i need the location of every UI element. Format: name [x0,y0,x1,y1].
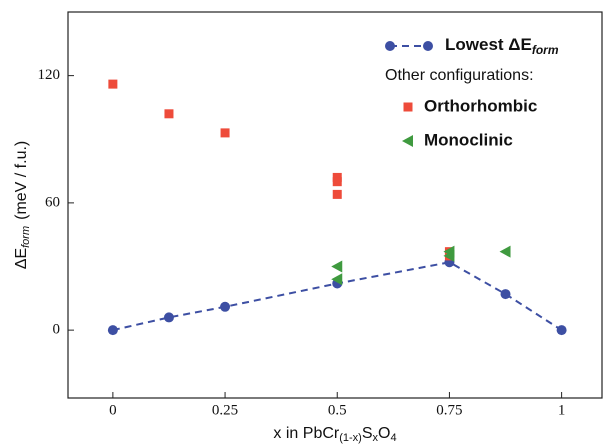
x-tick-label: 0.5 [328,402,347,418]
point [220,128,230,138]
x-tick-label: 0.25 [212,402,238,418]
x-label-part: (1-x) [339,432,362,444]
x-label-part: O [378,425,390,442]
point [331,260,343,273]
x-label-part: 4 [390,432,396,444]
legend-marker [402,135,413,147]
legend-text: Monoclinic [424,130,513,149]
x-label-part: x in PbCr [273,425,339,442]
legend-marker [423,41,433,51]
y-tick-label: 120 [38,67,61,83]
legend-marker [403,102,413,112]
plot-frame [67,11,603,399]
point [164,109,174,119]
legend-entry: Lowest ΔEform [445,35,559,57]
point [332,189,342,199]
legend-marker [385,41,395,51]
y-axis-label: ΔEform (meV / f.u.) [13,141,32,269]
point [332,177,342,187]
point [108,79,118,89]
point [556,325,567,336]
point [500,289,511,300]
point [499,245,511,258]
x-label-part: x [373,432,379,444]
x-tick-label: 0.75 [436,402,462,418]
y-label-part: (meV / f.u.) [13,141,30,220]
legend-text: Lowest ΔE [445,35,532,54]
series-line [112,261,563,332]
x-axis-label: x in PbCr(1-x)SxO4 [273,425,396,444]
y-label-part: ΔE [13,248,30,269]
point [443,249,455,262]
legend-text: Orthorhombic [424,96,537,115]
y-tick-label: 60 [45,194,60,210]
point [107,325,118,336]
legend-text: form [532,43,559,57]
x-tick-label: 1 [558,402,566,418]
y-label-part: form [20,226,32,248]
point [163,312,174,323]
point [331,273,343,286]
x-label-part: S [362,425,373,442]
x-tick-label: 0 [109,402,117,418]
legend-note: Other configurations: [385,67,534,84]
point [220,301,231,312]
y-tick-label: 0 [53,322,61,338]
